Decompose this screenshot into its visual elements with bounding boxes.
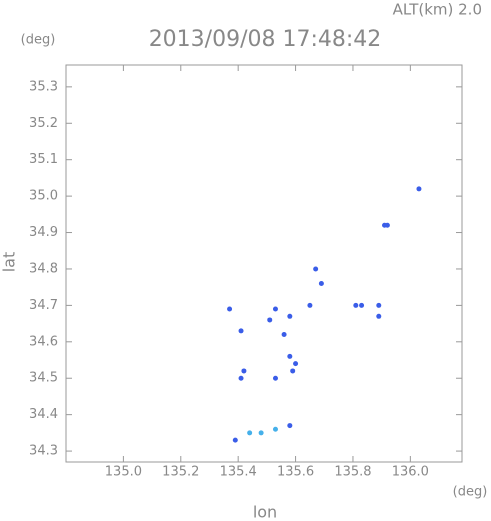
chart-title: 2013/09/08 17:48:42 [149, 27, 382, 52]
echo-point [232, 437, 238, 443]
y-tick-label: 34.3 [29, 444, 58, 459]
y-tick-label: 34.5 [29, 371, 58, 386]
echo-point [281, 332, 287, 338]
y-tick-label: 35.0 [29, 189, 58, 204]
y-tick-label: 35.1 [29, 152, 58, 167]
y-tick-label: 34.6 [29, 334, 58, 349]
x-axis-label: lon [253, 503, 277, 521]
echo-point [227, 306, 233, 312]
echo-point [416, 186, 422, 192]
echo-point [238, 328, 244, 334]
echo-point [258, 430, 264, 436]
echo-point [353, 302, 359, 308]
y-axis-label: lat [0, 252, 19, 273]
echo-point [241, 368, 247, 374]
y-tick-label: 34.4 [29, 407, 58, 422]
echo-point [272, 375, 278, 381]
echo-point [318, 281, 324, 287]
echo-point [384, 222, 390, 228]
echo-point [272, 426, 278, 432]
echo-point [359, 302, 365, 308]
echo-point [313, 266, 319, 272]
echo-point [247, 430, 253, 436]
echo-point [290, 368, 296, 374]
y-tick-label: 35.2 [29, 116, 58, 131]
echo-point [287, 423, 293, 429]
x-tick-label: 135.6 [277, 465, 314, 480]
x-tick-label: 135.0 [105, 465, 142, 480]
echo-point [376, 302, 382, 308]
echo-point [238, 375, 244, 381]
y-tick-label: 34.9 [29, 225, 58, 240]
x-tick-label: 135.2 [162, 465, 199, 480]
x-tick-label: 135.4 [220, 465, 257, 480]
echo-point [293, 361, 299, 367]
plot-frame [65, 64, 463, 463]
x-unit: (deg) [453, 485, 488, 500]
altitude-label: ALT(km) 2.0 [393, 1, 482, 19]
echo-point [287, 353, 293, 359]
x-tick-label: 136.0 [392, 465, 429, 480]
y-tick-label: 34.7 [29, 298, 58, 313]
y-tick-label: 35.3 [29, 79, 58, 94]
x-tick-label: 135.8 [334, 465, 371, 480]
echo-point [376, 313, 382, 319]
echo-point [307, 302, 313, 308]
echo-point [287, 313, 293, 319]
echo-point [267, 317, 273, 323]
y-tick-label: 34.8 [29, 261, 58, 276]
echo-point [272, 306, 278, 312]
y-unit: (deg) [21, 33, 56, 48]
